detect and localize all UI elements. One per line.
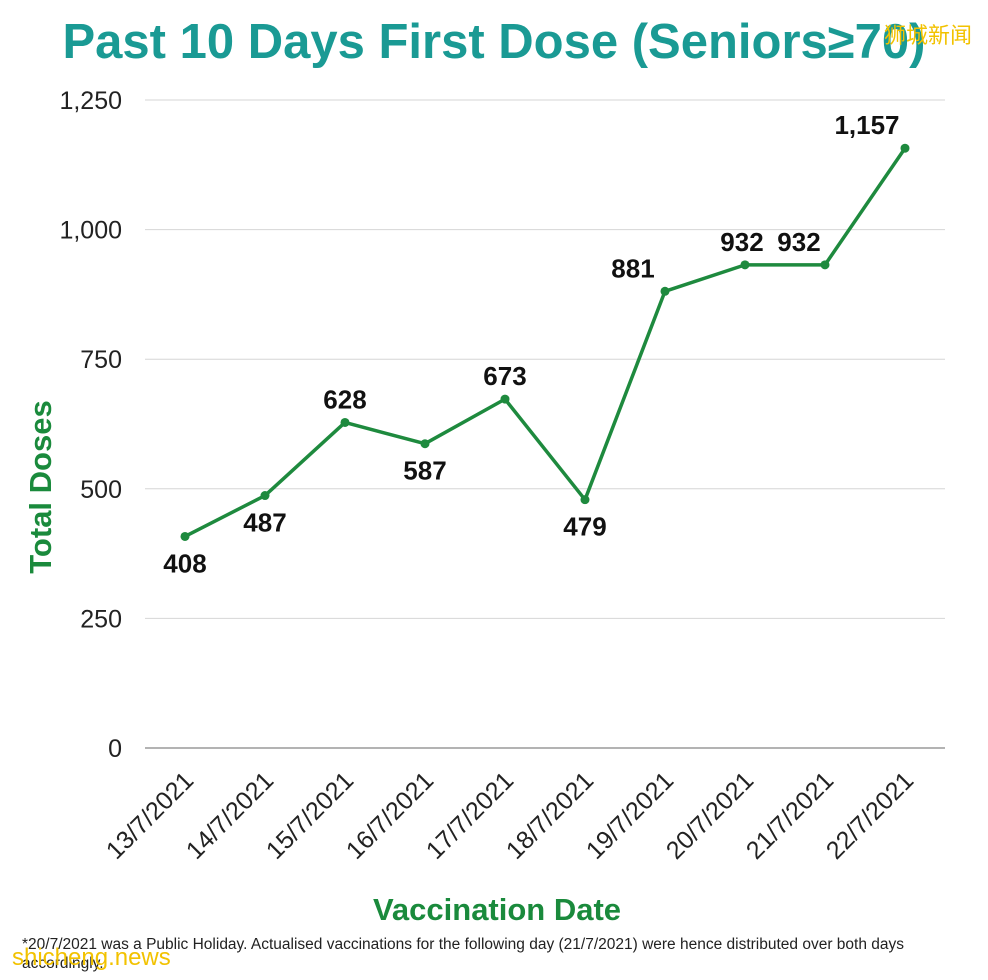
- footnote: *20/7/2021 was a Public Holiday. Actuali…: [22, 936, 905, 972]
- x-axis-title: Vaccination Date: [373, 892, 621, 927]
- watermark-bottom-left: shicheng.news: [12, 944, 171, 971]
- data-point: [420, 439, 430, 449]
- data-point: [820, 260, 830, 270]
- data-labels: 408 487 628 587 673 479 881 932 932 1,157: [163, 110, 899, 578]
- data-point: [500, 394, 510, 404]
- data-point: [580, 495, 590, 505]
- chart-title: Past 10 Days First Dose (Seniors≥70): [62, 15, 926, 69]
- data-label: 479: [563, 512, 606, 542]
- data-label: 1,157: [834, 110, 899, 140]
- data-point: [260, 491, 270, 501]
- data-label: 932: [720, 227, 763, 257]
- y-tick-label: 250: [80, 605, 122, 633]
- y-tick-label: 1,250: [59, 87, 122, 115]
- gridlines: [145, 99, 945, 749]
- series-line-group: [180, 143, 910, 541]
- data-point: [340, 417, 350, 427]
- data-label: 673: [483, 361, 526, 391]
- data-label: 587: [403, 456, 446, 486]
- data-label: 487: [243, 508, 286, 538]
- data-point: [740, 260, 750, 270]
- data-label: 408: [163, 548, 206, 578]
- data-point: [900, 143, 910, 153]
- y-tick-label: 750: [80, 346, 122, 374]
- y-tick-label: 500: [80, 476, 122, 504]
- watermark-top-right: 狮城新闻: [883, 24, 972, 49]
- x-tick-label: 22/7/2021: [821, 766, 919, 864]
- x-axis-ticks: 13/7/202114/7/202115/7/202116/7/202117/7…: [101, 766, 919, 864]
- data-label: 932: [777, 227, 820, 257]
- data-point: [180, 531, 190, 541]
- y-tick-label: 1,000: [59, 217, 122, 245]
- series-line: [184, 147, 907, 539]
- data-point: [660, 286, 670, 296]
- y-axis-title: Total Doses: [23, 400, 58, 573]
- data-label: 628: [323, 384, 366, 414]
- data-label: 881: [611, 253, 654, 283]
- y-axis-ticks: 0 250 500 750 1,000 1,250: [59, 87, 122, 763]
- y-tick-label: 0: [108, 735, 122, 763]
